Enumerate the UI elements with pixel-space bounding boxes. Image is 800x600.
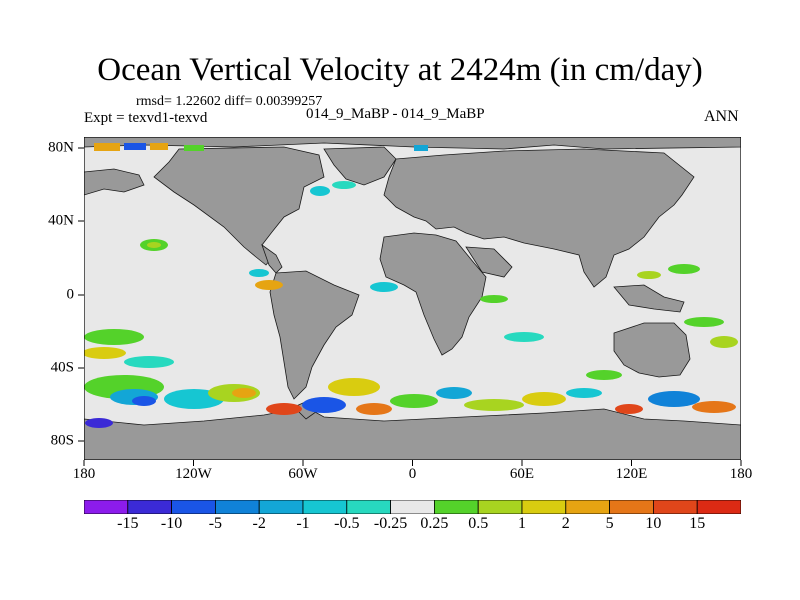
colorbar-tick-label: 0.25 [420, 515, 449, 532]
colorbar-tick-label: -10 [160, 515, 183, 532]
lon-label-0: 0 [408, 466, 417, 482]
greenland-land [323, 146, 397, 186]
colorbar-tick-label: -0.5 [334, 515, 360, 532]
colorbar-tick-label: 1 [518, 515, 526, 532]
lat-label-40n: 40N [48, 212, 74, 229]
south-america-land [269, 270, 360, 400]
lon-label-120w: 120W [175, 466, 212, 482]
colorbar [84, 500, 741, 514]
colorbar-tick-label: 2 [561, 515, 570, 532]
colorbar-box [653, 500, 698, 514]
center-label: 014_9_MaBP - 014_9_MaBP [306, 106, 485, 122]
colorbar-box [609, 500, 654, 514]
experiment-label: Expt = texvd1-texvd [84, 110, 208, 126]
land-masses [84, 137, 741, 460]
colorbar-tick-label: -1 [296, 515, 310, 532]
colorbar-box [565, 500, 610, 514]
colorbar-tick-label: -15 [117, 515, 139, 532]
colorbar-tick-label: -0.25 [373, 515, 408, 532]
season-label: ANN [704, 108, 739, 125]
australia-land [613, 322, 691, 378]
colorbar-tick-label: 0.5 [468, 515, 489, 532]
africa-land [379, 232, 487, 356]
colorbar-tick-label: 10 [645, 515, 662, 532]
colorbar-box [477, 500, 523, 514]
stats-text: rmsd= 1.22602 diff= 0.00399257 [136, 94, 323, 109]
colorbar-tick-label: 15 [689, 515, 706, 532]
velocity-patches [84, 143, 738, 428]
central-america-land [261, 243, 283, 274]
colorbar-tick-label: 5 [605, 515, 614, 532]
antarctica-land [84, 406, 741, 460]
colorbar-box [696, 500, 741, 514]
eurasia-land [383, 148, 695, 288]
lon-label-180w: 180 [72, 466, 96, 482]
colorbar-tick-label: -5 [208, 515, 223, 532]
lat-label-80n: 80N [48, 139, 74, 156]
lon-label-60w: 60W [288, 466, 318, 482]
colorbar-box [214, 500, 260, 514]
colorbar-box [302, 500, 348, 514]
colorbar-box [390, 500, 435, 514]
lon-label-120e: 120E [615, 466, 648, 482]
lat-label-40s: 40S [50, 359, 74, 376]
colorbar-box [171, 500, 216, 514]
arabia-land [465, 246, 513, 278]
page-title: Ocean Vertical Velocity at 2424m (in cm/… [97, 52, 703, 88]
lat-label-0: 0 [66, 286, 75, 303]
lat-label-80s: 80S [50, 432, 74, 449]
velocity-map [84, 137, 741, 460]
lon-label-180e: 180 [729, 466, 753, 482]
colorbar-box [127, 500, 172, 514]
colorbar-box [346, 500, 391, 514]
colorbar-box [433, 500, 479, 514]
colorbar-box [84, 500, 129, 514]
colorbar-box [258, 500, 304, 514]
colorbar-box [521, 500, 567, 514]
southeast-asia-land [613, 284, 685, 313]
alaska-land [84, 168, 145, 196]
colorbar-tick-label: -2 [252, 515, 266, 532]
lon-label-60e: 60E [509, 466, 535, 482]
